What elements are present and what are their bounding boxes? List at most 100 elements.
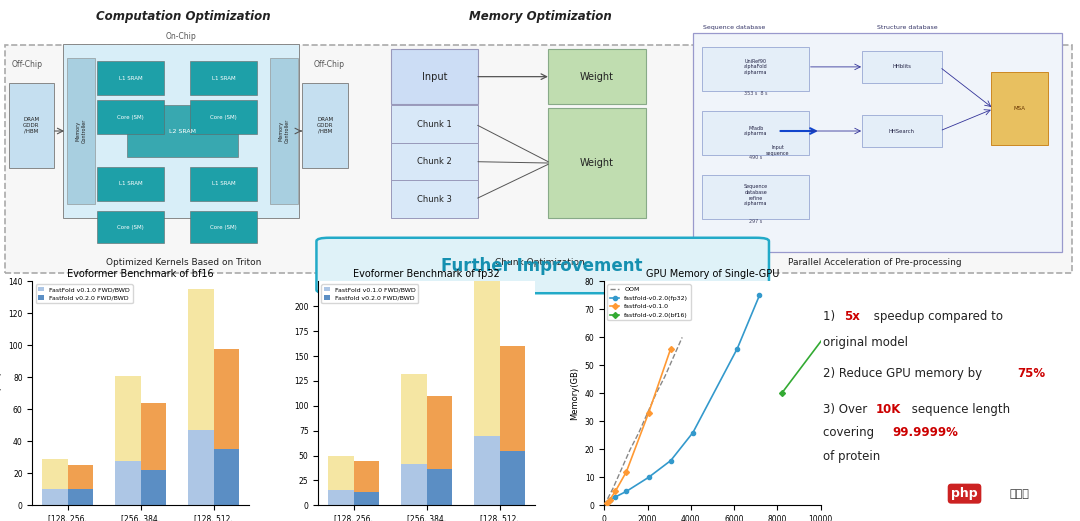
Text: Sequence database: Sequence database <box>703 26 766 30</box>
Text: Parallel Acceleration of Pre-processing: Parallel Acceleration of Pre-processing <box>788 257 961 267</box>
Bar <box>328 490 353 505</box>
FancyBboxPatch shape <box>702 111 809 155</box>
Text: 75%: 75% <box>1017 367 1045 380</box>
fastfold-v0.1.0 <box>643 410 656 416</box>
Text: L1 SRAM: L1 SRAM <box>212 181 235 187</box>
Line: fastfold-v0.2.0(fp32): fastfold-v0.2.0(fp32) <box>605 293 761 505</box>
FancyBboxPatch shape <box>548 49 646 104</box>
Text: 490 s: 490 s <box>750 155 762 160</box>
Text: HHSearch: HHSearch <box>889 129 915 133</box>
Bar <box>427 468 453 505</box>
Bar <box>116 376 140 461</box>
Text: 353 s  8 s: 353 s 8 s <box>744 91 768 96</box>
Text: L2 SRAM: L2 SRAM <box>170 129 197 133</box>
Bar <box>401 464 427 505</box>
FancyBboxPatch shape <box>391 180 478 218</box>
Text: Memory Optimization: Memory Optimization <box>469 10 611 23</box>
Text: On-Chip: On-Chip <box>166 32 197 41</box>
Y-axis label: Memory(GB): Memory(GB) <box>570 367 579 420</box>
FancyBboxPatch shape <box>127 105 238 157</box>
fastfold-v0.2.0(bf16) <box>820 331 833 338</box>
OOM <box>667 354 680 360</box>
Text: Memory
Controller: Memory Controller <box>76 119 86 143</box>
fastfold-v0.2.0(fp32) <box>731 345 744 352</box>
Text: Core (SM): Core (SM) <box>211 115 237 119</box>
Text: Input
sequence: Input sequence <box>766 145 789 156</box>
Bar <box>188 430 214 505</box>
Text: Chunk 1: Chunk 1 <box>417 119 453 129</box>
Text: covering: covering <box>823 426 878 439</box>
fastfold-v0.2.0(fp32) <box>664 457 677 464</box>
FancyBboxPatch shape <box>9 83 54 168</box>
FancyBboxPatch shape <box>991 72 1048 145</box>
fastfold-v0.2.0(bf16) <box>775 390 788 396</box>
FancyBboxPatch shape <box>97 100 164 134</box>
Text: sequence length: sequence length <box>908 403 1010 416</box>
Text: of protein: of protein <box>823 450 880 463</box>
FancyBboxPatch shape <box>316 238 769 293</box>
Bar <box>328 455 353 490</box>
Text: L1 SRAM: L1 SRAM <box>119 181 143 187</box>
FancyBboxPatch shape <box>702 175 809 219</box>
FancyBboxPatch shape <box>67 58 95 204</box>
Bar <box>68 465 93 489</box>
FancyBboxPatch shape <box>190 61 257 95</box>
Text: DRAM
GDDR
/HBM: DRAM GDDR /HBM <box>23 117 40 134</box>
Text: Computation Optimization: Computation Optimization <box>96 10 271 23</box>
Bar <box>353 492 379 505</box>
Bar <box>116 461 140 505</box>
FancyBboxPatch shape <box>190 167 257 201</box>
fastfold-v0.2.0(fp32) <box>609 494 622 500</box>
Bar <box>500 451 525 505</box>
fastfold-v0.1.0 <box>609 488 622 494</box>
Text: Chunk 3: Chunk 3 <box>417 195 453 204</box>
fastfold-v0.1.0 <box>600 500 613 506</box>
Text: php: php <box>951 487 977 500</box>
Line: fastfold-v0.1.0: fastfold-v0.1.0 <box>605 346 673 505</box>
Text: 5x: 5x <box>843 310 860 323</box>
Text: Core (SM): Core (SM) <box>211 225 237 230</box>
Text: 1): 1) <box>823 310 839 323</box>
FancyBboxPatch shape <box>190 100 257 134</box>
OOM <box>642 410 654 416</box>
fastfold-v0.2.0(fp32) <box>643 474 656 480</box>
OOM <box>633 429 646 436</box>
Text: 2) Reduce GPU memory by: 2) Reduce GPU memory by <box>823 367 986 380</box>
Text: Mfadb
aipharma: Mfadb aipharma <box>744 126 768 137</box>
Text: original model: original model <box>823 336 908 349</box>
Bar <box>42 459 68 489</box>
FancyBboxPatch shape <box>693 33 1062 252</box>
Text: Off-Chip: Off-Chip <box>12 59 42 69</box>
Bar <box>353 461 379 492</box>
Bar <box>474 436 500 505</box>
OOM <box>624 446 637 452</box>
FancyBboxPatch shape <box>548 108 646 218</box>
FancyBboxPatch shape <box>97 167 164 201</box>
Text: Weight: Weight <box>580 158 613 168</box>
Bar <box>427 396 453 468</box>
Text: 中文网: 中文网 <box>1010 489 1029 499</box>
FancyBboxPatch shape <box>190 212 257 243</box>
fastfold-v0.2.0(fp32) <box>600 500 613 506</box>
Bar <box>474 276 500 436</box>
Bar <box>188 289 214 430</box>
FancyBboxPatch shape <box>391 105 478 143</box>
fastfold-v0.1.0 <box>620 469 633 475</box>
Legend: OOM, fastfold-v0.2.0(fp32), fastfold-v0.1.0, fastfold-v0.2.0(bf16): OOM, fastfold-v0.2.0(fp32), fastfold-v0.… <box>607 284 691 320</box>
Text: Structure database: Structure database <box>877 26 937 30</box>
Text: L1 SRAM: L1 SRAM <box>119 76 143 81</box>
Text: Core (SM): Core (SM) <box>118 115 144 119</box>
Text: Chunk 2: Chunk 2 <box>417 157 453 166</box>
fastfold-v0.1.0 <box>664 345 677 352</box>
FancyBboxPatch shape <box>302 83 348 168</box>
OOM <box>650 390 663 396</box>
Text: 3) Over: 3) Over <box>823 403 870 416</box>
Text: Sequence
database
refine
aipharma: Sequence database refine aipharma <box>744 184 768 206</box>
Text: Input: Input <box>422 72 447 82</box>
Text: L1 SRAM: L1 SRAM <box>212 76 235 81</box>
FancyBboxPatch shape <box>862 115 942 147</box>
Title: GPU Memory of Single-GPU: GPU Memory of Single-GPU <box>646 269 779 279</box>
Y-axis label: Time (ms): Time (ms) <box>0 373 2 414</box>
Text: HHblits: HHblits <box>892 65 912 69</box>
FancyBboxPatch shape <box>862 51 942 83</box>
